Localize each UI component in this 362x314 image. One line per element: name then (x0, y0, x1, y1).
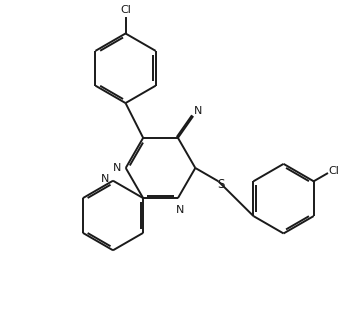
Text: S: S (218, 178, 225, 191)
Text: N: N (176, 205, 184, 215)
Text: Cl: Cl (120, 5, 131, 15)
Text: Cl: Cl (329, 166, 340, 176)
Text: N: N (194, 106, 202, 116)
Text: N: N (113, 163, 121, 173)
Text: N: N (101, 174, 109, 184)
